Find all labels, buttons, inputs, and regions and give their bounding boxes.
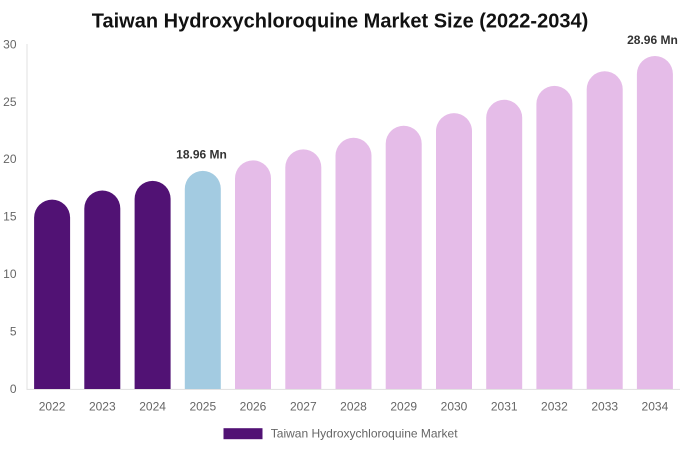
svg-text:2023: 2023 (89, 400, 116, 414)
svg-text:30: 30 (3, 37, 17, 51)
svg-text:2024: 2024 (139, 400, 166, 414)
svg-text:25: 25 (3, 95, 17, 109)
svg-text:2030: 2030 (441, 400, 468, 414)
svg-text:2027: 2027 (290, 400, 317, 414)
svg-text:20: 20 (3, 152, 17, 166)
svg-text:2026: 2026 (240, 400, 267, 414)
svg-text:Taiwan Hydroxychloroquine Mark: Taiwan Hydroxychloroquine Market (271, 427, 458, 441)
svg-text:10: 10 (3, 267, 17, 281)
svg-text:2031: 2031 (491, 400, 518, 414)
svg-text:15: 15 (3, 210, 17, 224)
svg-text:28.96 Mn: 28.96 Mn (627, 33, 678, 47)
svg-text:2028: 2028 (340, 400, 367, 414)
svg-text:Taiwan Hydroxychloroquine Mark: Taiwan Hydroxychloroquine Market Size (2… (92, 11, 588, 33)
svg-text:18.96 Mn: 18.96 Mn (176, 148, 227, 162)
svg-text:2029: 2029 (390, 400, 417, 414)
svg-text:2025: 2025 (189, 400, 216, 414)
svg-text:2033: 2033 (591, 400, 618, 414)
svg-text:5: 5 (10, 325, 17, 339)
svg-text:0: 0 (10, 382, 17, 396)
svg-text:2022: 2022 (39, 400, 66, 414)
svg-text:2034: 2034 (642, 400, 669, 414)
svg-text:2032: 2032 (541, 400, 568, 414)
